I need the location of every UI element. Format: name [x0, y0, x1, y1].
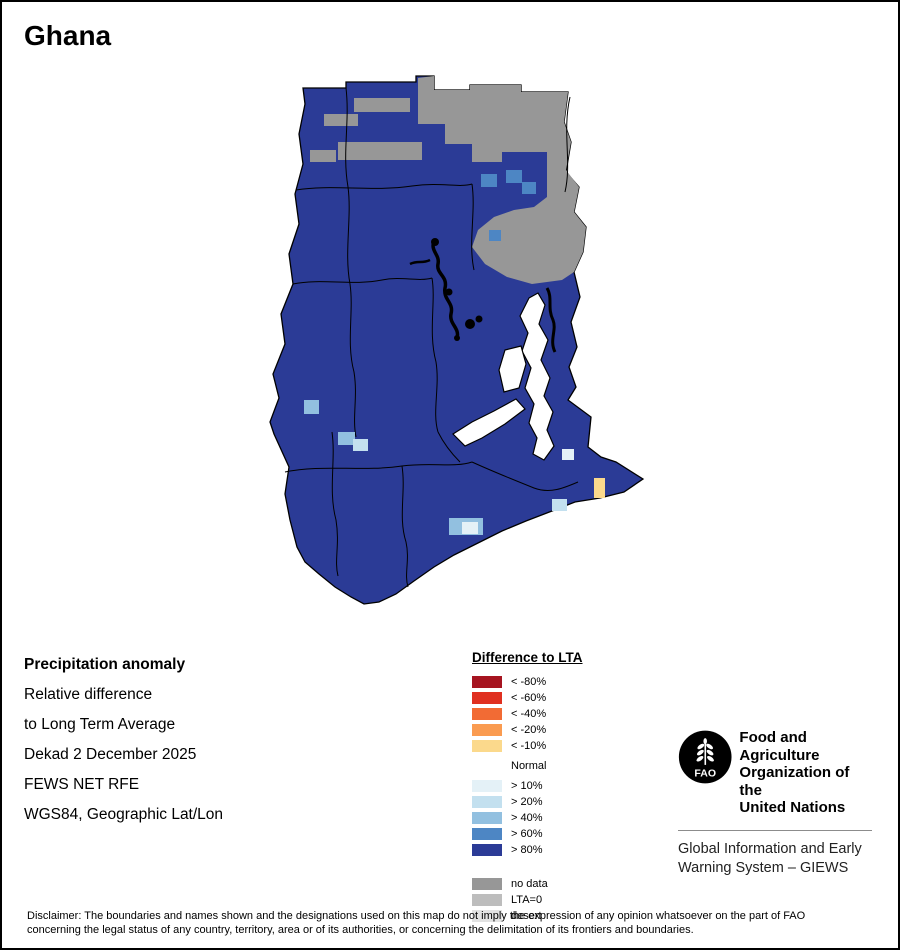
legend-row: < -40% [472, 706, 583, 722]
legend-swatch [472, 910, 502, 922]
legend-swatch [472, 812, 502, 824]
legend-swatch [472, 760, 502, 772]
legend-row: > 10% [472, 778, 583, 794]
fao-divider [678, 829, 872, 831]
info-block: Precipitation anomaly Relative differenc… [24, 650, 223, 830]
legend-swatch [472, 894, 502, 906]
anomaly-cell [562, 449, 574, 460]
anomaly-cells-gt10 [462, 449, 574, 534]
no-data-patch [324, 114, 358, 126]
legend-label: Normal [511, 760, 547, 772]
legend-swatch [472, 796, 502, 808]
legend-label: > 80% [511, 844, 543, 856]
legend-row: desert [472, 908, 583, 924]
no-data-patch [338, 142, 422, 160]
legend-label: < -40% [511, 708, 547, 720]
legend-row: < -60% [472, 690, 583, 706]
anomaly-cell [594, 478, 605, 498]
lake-volta-west-arm [452, 398, 526, 447]
fao-org-name: Food and Agriculture Organization of the… [739, 729, 850, 816]
info-line: to Long Term Average [24, 716, 176, 733]
legend-row: > 80% [472, 842, 583, 858]
legend-label: < -10% [511, 740, 547, 752]
anomaly-cell [522, 182, 536, 194]
anomaly-cells-gt20 [353, 439, 567, 511]
no-data-patch [472, 170, 586, 284]
legend-row: Normal [472, 758, 583, 774]
info-line: FEWS NET RFE [24, 776, 140, 793]
legend-label: LTA=0 [511, 894, 543, 906]
anomaly-cells-gt60 [481, 170, 536, 241]
anomaly-cell [353, 439, 368, 451]
giews-label: Global Information and Early Warning Sys… [678, 840, 862, 877]
district-boundaries [284, 87, 579, 588]
legend-label: < -60% [511, 692, 547, 704]
anomaly-cell [506, 170, 522, 183]
no-data-patch [310, 150, 336, 162]
fao-logo: FAO [678, 730, 732, 784]
wheat-icon [696, 738, 714, 765]
anomaly-cell-deficit [594, 478, 605, 498]
river-dots [431, 238, 483, 341]
legend-row: LTA=0 [472, 892, 583, 908]
anomaly-cell [304, 400, 319, 414]
no-data-patch [418, 76, 571, 170]
legend-row: > 60% [472, 826, 583, 842]
legend-row: < -10% [472, 738, 583, 754]
map-layers [269, 75, 645, 605]
info-line: Relative difference [24, 686, 153, 703]
legend-row: < -20% [472, 722, 583, 738]
legend-label: > 20% [511, 796, 543, 808]
legend-swatch [472, 828, 502, 840]
legend: Difference to LTA < -80% < -60% < -40% <… [472, 650, 583, 924]
legend-row: no data [472, 876, 583, 892]
info-line: WGS84, Geographic Lat/Lon [24, 806, 224, 823]
no-data-regions [310, 76, 586, 284]
legend-label: desert [511, 910, 542, 922]
fao-logo-text: FAO [694, 767, 716, 779]
lake-volta [452, 292, 555, 461]
anomaly-cell [489, 230, 501, 241]
legend-swatch [472, 676, 502, 688]
legend-swatch [472, 844, 502, 856]
legend-swatch [472, 724, 502, 736]
normal-area-patch [498, 345, 527, 393]
legend-swatch [472, 878, 502, 890]
river-lines [409, 239, 557, 353]
page-title: Ghana [24, 20, 112, 51]
legend-row: > 20% [472, 794, 583, 810]
no-data-patch [354, 98, 410, 112]
lake-volta-main [519, 292, 555, 461]
legend-label: < -20% [511, 724, 547, 736]
disclaimer-text: Disclaimer: The boundaries and names sho… [27, 910, 806, 936]
info-line: Dekad 2 December 2025 [24, 746, 197, 763]
legend-title: Difference to LTA [472, 650, 583, 665]
legend-label: > 10% [511, 780, 543, 792]
legend-row: < -80% [472, 674, 583, 690]
legend-swatch [472, 740, 502, 752]
legend-swatch [472, 692, 502, 704]
legend-label: > 40% [511, 812, 543, 824]
legend-label: < -80% [511, 676, 547, 688]
anomaly-cell [481, 174, 497, 187]
legend-swatch [472, 708, 502, 720]
anomaly-cell [338, 432, 355, 445]
legend-label: no data [511, 878, 548, 890]
anomaly-cell [552, 499, 567, 511]
legend-swatch [472, 780, 502, 792]
fao-branding: FAO Food and Agriculture Organization of… [678, 726, 872, 879]
info-heading: Precipitation anomaly [24, 656, 186, 673]
legend-label: > 60% [511, 828, 543, 840]
legend-row: > 40% [472, 810, 583, 826]
anomaly-cell [462, 522, 478, 534]
